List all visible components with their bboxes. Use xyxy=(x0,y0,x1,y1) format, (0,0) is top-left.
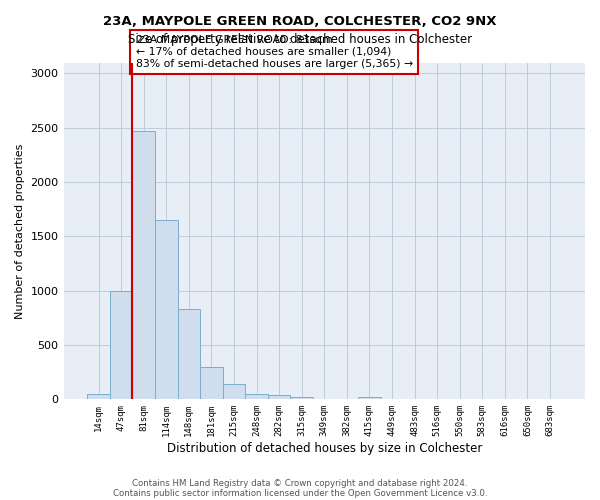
Text: Contains public sector information licensed under the Open Government Licence v3: Contains public sector information licen… xyxy=(113,488,487,498)
Bar xyxy=(290,396,313,400)
Bar xyxy=(110,290,133,400)
Bar xyxy=(133,131,155,400)
Text: 23A, MAYPOLE GREEN ROAD, COLCHESTER, CO2 9NX: 23A, MAYPOLE GREEN ROAD, COLCHESTER, CO2… xyxy=(103,15,497,28)
Text: Size of property relative to detached houses in Colchester: Size of property relative to detached ho… xyxy=(128,32,472,46)
Bar xyxy=(223,384,245,400)
Bar xyxy=(200,366,223,400)
Bar xyxy=(381,399,403,400)
Bar xyxy=(87,394,110,400)
Bar xyxy=(358,396,381,400)
Y-axis label: Number of detached properties: Number of detached properties xyxy=(15,143,25,318)
Bar xyxy=(268,395,290,400)
Bar xyxy=(335,399,358,400)
X-axis label: Distribution of detached houses by size in Colchester: Distribution of detached houses by size … xyxy=(167,442,482,455)
Bar xyxy=(245,394,268,400)
Bar xyxy=(178,309,200,400)
Bar xyxy=(155,220,178,400)
Text: 23A MAYPOLE GREEN ROAD: 83sqm
← 17% of detached houses are smaller (1,094)
83% o: 23A MAYPOLE GREEN ROAD: 83sqm ← 17% of d… xyxy=(136,36,413,68)
Bar xyxy=(313,399,335,400)
Text: Contains HM Land Registry data © Crown copyright and database right 2024.: Contains HM Land Registry data © Crown c… xyxy=(132,478,468,488)
